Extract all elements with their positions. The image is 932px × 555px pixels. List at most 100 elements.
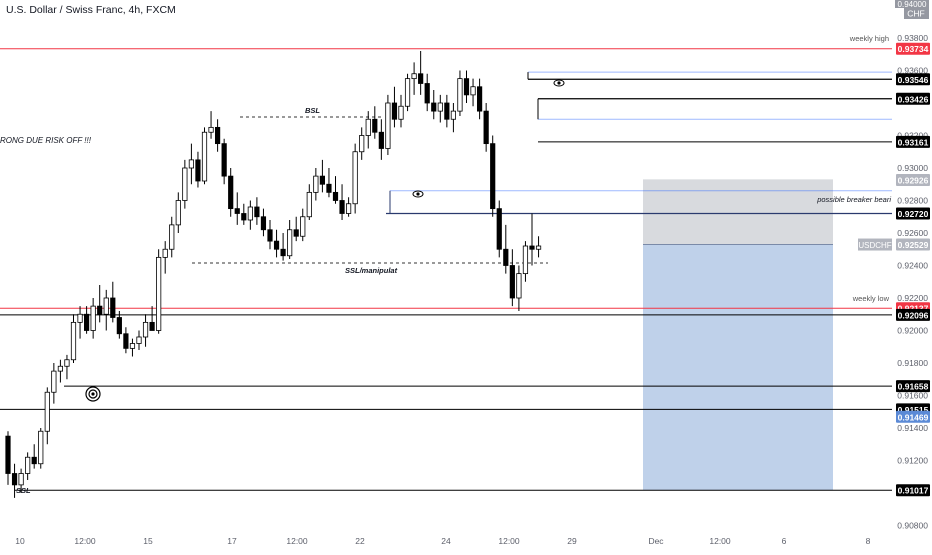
x-tick-label: Dec xyxy=(648,536,664,546)
candle xyxy=(110,281,116,323)
candle-body xyxy=(326,183,332,193)
candle xyxy=(142,314,149,347)
candle xyxy=(411,62,417,95)
usdchf-label: USDCHF xyxy=(858,241,891,250)
eye-pupil xyxy=(416,192,420,196)
currency-label: CHF xyxy=(907,9,924,19)
candle-body xyxy=(418,73,424,84)
candle-body xyxy=(214,126,221,145)
candle xyxy=(313,168,319,201)
level-91658-tag: 0.91658 xyxy=(898,382,929,392)
candle-body xyxy=(280,248,286,257)
candle xyxy=(332,176,339,204)
level-93546-tag-bg xyxy=(896,73,930,86)
possible-breaker-label: possible breaker beari xyxy=(816,195,891,204)
candle-body xyxy=(352,151,358,205)
candle xyxy=(201,127,208,185)
level-92529-tag: 0.92529 xyxy=(898,240,929,250)
candle-body xyxy=(116,317,122,335)
stop-loss-zone xyxy=(643,179,833,245)
candle-body xyxy=(490,143,496,210)
candle-body xyxy=(175,200,181,226)
x-tick-label: 24 xyxy=(441,536,451,546)
candle-body xyxy=(365,118,371,136)
candle-body xyxy=(77,313,83,323)
candle-body xyxy=(254,206,260,218)
candle-body xyxy=(404,78,411,107)
candle xyxy=(57,359,64,383)
candle-body xyxy=(332,191,339,201)
candle xyxy=(214,119,221,152)
candle xyxy=(38,428,44,469)
top-price-tag: 0.94000 xyxy=(898,0,927,9)
x-tick-label: 6 xyxy=(782,536,787,546)
candle-body xyxy=(136,336,142,344)
candle-body xyxy=(11,473,18,486)
candle xyxy=(149,306,155,331)
x-tick-label: 10 xyxy=(15,536,25,546)
candle-body xyxy=(31,456,37,465)
candle xyxy=(359,127,365,160)
candle-body xyxy=(44,391,50,432)
candle-body xyxy=(260,216,267,231)
candle xyxy=(208,111,214,139)
candle-body xyxy=(457,78,463,112)
candle-body xyxy=(38,430,44,465)
eye-icon xyxy=(412,190,424,198)
candle-body xyxy=(234,208,240,214)
weekly-high-label: weekly high xyxy=(849,34,889,43)
candle xyxy=(306,184,312,220)
y-tick-label: 0.92800 xyxy=(897,196,928,206)
candle xyxy=(418,51,424,95)
level-92096-tag-bg xyxy=(896,308,930,321)
candle xyxy=(300,208,306,242)
level-92096-tag: 0.92096 xyxy=(898,310,929,320)
candle xyxy=(319,159,326,193)
level-92529-tag-bg xyxy=(896,238,930,251)
candle-body xyxy=(522,245,529,275)
candle xyxy=(372,106,378,139)
candle-body xyxy=(470,86,476,96)
x-tick-label: 8 xyxy=(866,536,871,546)
candle xyxy=(97,285,103,323)
candle-body xyxy=(391,102,398,120)
target-icon xyxy=(85,386,101,402)
eye-pupil xyxy=(557,81,561,85)
candle-body xyxy=(208,126,214,133)
ssl-bottom-label: SSL xyxy=(16,486,31,495)
candle-body xyxy=(359,135,365,153)
candle-body xyxy=(509,265,515,299)
candle xyxy=(5,431,11,485)
level-91469-tag-bg xyxy=(896,410,930,423)
candle-body xyxy=(378,131,384,149)
candle xyxy=(293,216,299,242)
candle-body xyxy=(483,110,489,145)
y-tick-label: 0.92000 xyxy=(897,326,928,336)
candle-body xyxy=(450,110,457,120)
candle xyxy=(516,265,522,311)
candle xyxy=(31,444,37,469)
eye-outline xyxy=(553,79,565,87)
y-tick-label: 0.90800 xyxy=(897,521,928,531)
candle xyxy=(398,94,404,128)
candle xyxy=(129,338,136,357)
candle-body xyxy=(385,102,391,149)
candle-body xyxy=(129,343,136,349)
candle-body xyxy=(535,245,542,250)
candle xyxy=(352,143,358,214)
candle xyxy=(84,306,90,334)
candle xyxy=(280,233,286,261)
y-tick-label: 0.91600 xyxy=(897,391,928,401)
x-tick-label: 12:00 xyxy=(709,536,731,546)
level-91017-tag-bg xyxy=(896,484,930,497)
candle-body xyxy=(293,229,299,237)
candle xyxy=(254,197,260,225)
currency-tag-bg xyxy=(904,8,929,19)
candle xyxy=(476,78,483,120)
candle xyxy=(221,138,227,185)
candle xyxy=(535,236,542,258)
candle xyxy=(51,363,57,404)
candle-body xyxy=(306,191,312,218)
